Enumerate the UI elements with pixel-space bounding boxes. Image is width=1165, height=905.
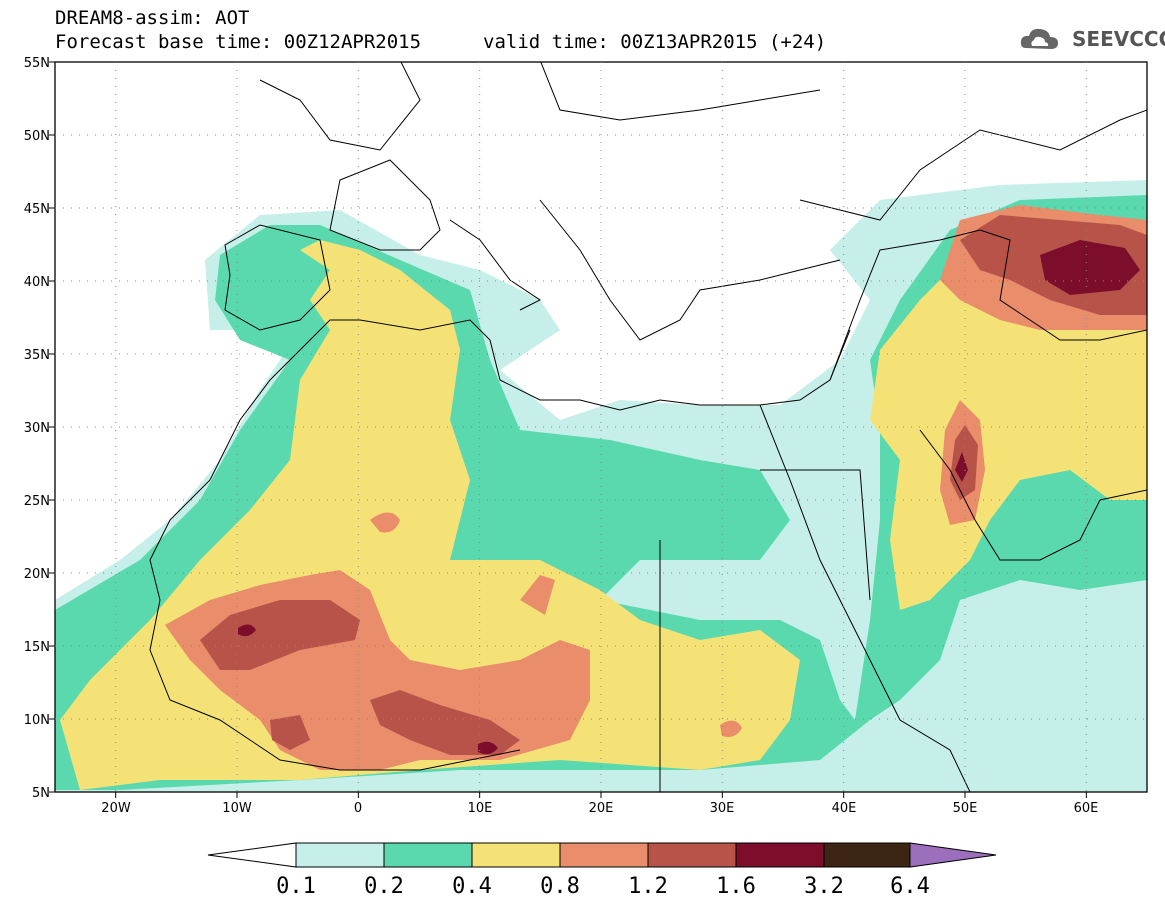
- colorbar-label: 0.8: [540, 874, 580, 899]
- axis-ticks: [49, 61, 1087, 798]
- lat-label: 5N: [32, 786, 50, 801]
- longitude-labels: 20W 10W 0 10E 20E 30E 40E 50E 60E: [101, 801, 1098, 816]
- seevccc-logo-text: SEEVCCC: [1072, 27, 1165, 51]
- lat-label: 10N: [24, 713, 50, 728]
- colorbar-label: 0.1: [276, 874, 316, 899]
- lat-label: 15N: [24, 640, 50, 655]
- lon-label: 20E: [589, 801, 614, 816]
- lon-label: 60E: [1074, 801, 1099, 816]
- forecast-base-time: Forecast base time: 00Z12APR2015: [55, 31, 422, 53]
- lon-label: 10E: [468, 801, 493, 816]
- lat-label: 45N: [24, 202, 50, 217]
- colorbar-extend-high: [909, 842, 997, 868]
- lon-label: 20W: [101, 801, 131, 816]
- colorbar-boxes: [207, 842, 997, 868]
- chart-title-product: DREAM8-assim: AOT: [55, 7, 250, 29]
- lon-label: 30E: [710, 801, 735, 816]
- colorbar-label: 1.6: [716, 874, 756, 899]
- coastlines: [149, 62, 1147, 792]
- colorbar-box: [295, 842, 385, 868]
- colorbar-box: [735, 842, 825, 868]
- colorbar-box: [559, 842, 649, 868]
- lat-label: 35N: [24, 348, 50, 363]
- cloud-logo-icon: [1020, 28, 1058, 49]
- colorbar-box: [647, 842, 737, 868]
- colorbar-label: 0.2: [364, 874, 404, 899]
- lon-label: 0: [354, 801, 362, 816]
- colorbar-label: 6.4: [890, 874, 930, 899]
- colorbar-box: [823, 842, 911, 868]
- lat-label: 30N: [24, 421, 50, 436]
- graticule: [55, 62, 1147, 792]
- lon-label: 40E: [832, 801, 857, 816]
- colorbar-label: 0.4: [452, 874, 492, 899]
- colorbar-label: 1.2: [628, 874, 668, 899]
- colorbar-label: 3.2: [804, 874, 844, 899]
- lat-label: 20N: [24, 567, 50, 582]
- colorbar-box: [383, 842, 473, 868]
- lat-label: 55N: [24, 56, 50, 71]
- lat-label: 50N: [24, 129, 50, 144]
- lat-label: 25N: [24, 494, 50, 509]
- lat-label: 40N: [24, 275, 50, 290]
- latitude-labels: 55N 50N 45N 40N 35N 30N 25N 20N 15N 10N …: [24, 56, 50, 801]
- colorbar-extend-low: [207, 842, 297, 868]
- colorbar-box: [471, 842, 561, 868]
- lon-label: 10W: [222, 801, 252, 816]
- colorbar-labels: 0.1 0.2 0.4 0.8 1.2 1.6 3.2 6.4: [276, 874, 930, 899]
- valid-time: valid time: 00Z13APR2015 (+24): [483, 31, 827, 53]
- lon-label: 50E: [953, 801, 978, 816]
